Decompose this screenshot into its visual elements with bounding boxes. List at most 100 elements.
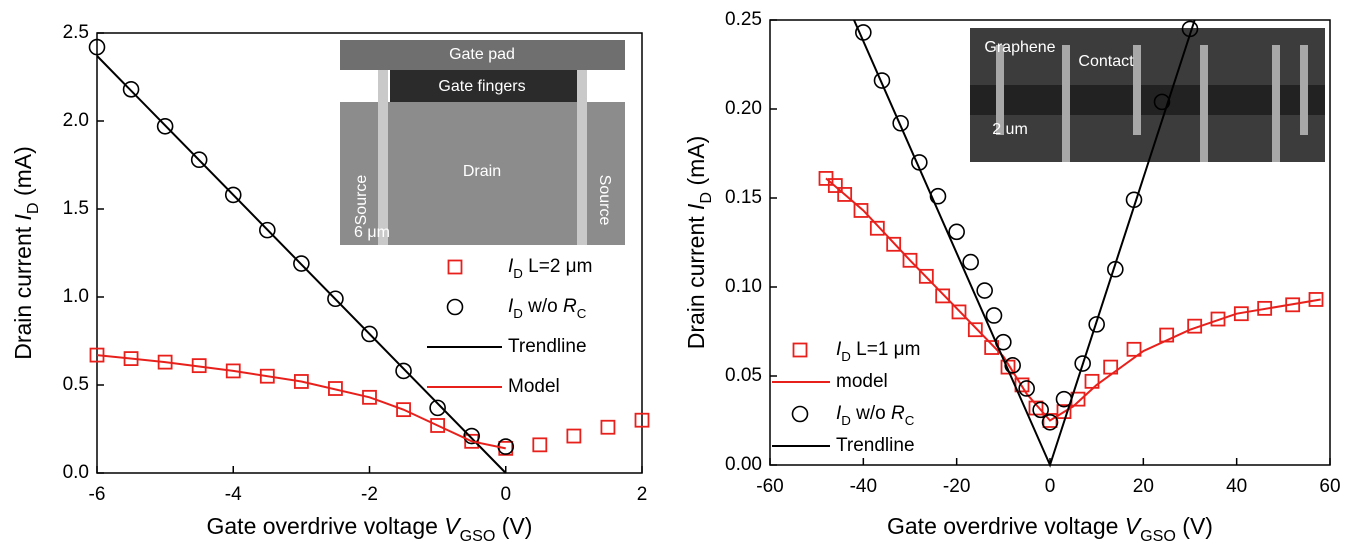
x-tick-label: -40 <box>850 476 877 497</box>
text-part: I <box>508 256 514 277</box>
square-marker <box>837 187 853 202</box>
inset-label: Source <box>596 175 613 226</box>
circle-marker <box>327 290 344 308</box>
x-tick-label: -60 <box>756 476 783 497</box>
x-tick-label: -2 <box>361 484 378 505</box>
square-marker <box>1159 327 1175 343</box>
legend-marker <box>447 259 463 275</box>
circle-marker <box>361 325 378 343</box>
circle-marker <box>259 221 276 239</box>
legend-label: ID L=2 μm <box>508 256 592 281</box>
square-marker <box>918 268 934 284</box>
text-part: GSO <box>460 527 496 545</box>
line-series <box>96 354 506 450</box>
inset-image <box>577 70 587 245</box>
x-tick-label: -4 <box>225 484 242 505</box>
line-series <box>853 19 1196 468</box>
y-tick-label: 0.20 <box>725 98 762 119</box>
y-tick-label: 0.15 <box>725 187 762 208</box>
text-part: R <box>891 403 905 424</box>
circle-marker <box>1032 401 1049 419</box>
inset-label: Graphene <box>984 39 1055 56</box>
circle-marker <box>1153 93 1171 111</box>
text-part: (V) <box>495 513 532 539</box>
legend-label: ID L=1 μm <box>836 339 920 364</box>
y-tick-label: 0.25 <box>725 9 762 30</box>
inset-label: 6 μm <box>354 224 390 241</box>
x-axis-label: Gate overdrive voltage VGSO (V) <box>207 513 533 545</box>
legend-label: model <box>836 371 888 392</box>
legend-label: Trendline <box>836 435 915 456</box>
text-part: D <box>841 349 851 364</box>
square-marker <box>566 428 582 444</box>
inset-label: Gate fingers <box>438 78 525 95</box>
square-marker <box>1028 400 1044 416</box>
line-series <box>96 55 507 474</box>
circle-marker <box>976 282 993 299</box>
y-axis-label: Drain current ID (mA) <box>10 146 42 360</box>
inset-image <box>340 40 625 70</box>
circle-marker <box>156 117 174 135</box>
text-part: model <box>836 371 888 392</box>
x-tick-label: -6 <box>89 484 106 505</box>
legend-marker <box>792 342 808 358</box>
circle-marker <box>293 255 310 272</box>
text-part: L=2 μm <box>523 256 593 277</box>
text-part: D <box>513 306 523 321</box>
text-part: Gate overdrive voltage <box>887 513 1125 539</box>
text-part: Drain current <box>10 220 36 359</box>
x-tick-label: 0 <box>1045 476 1056 497</box>
text-part: I <box>683 203 709 210</box>
text-part: D <box>513 266 523 281</box>
text-part: D <box>24 202 42 214</box>
y-axis-label: Drain current ID (mA) <box>683 136 715 350</box>
square-marker <box>869 220 885 236</box>
circle-marker <box>1018 380 1035 397</box>
circle-marker <box>948 223 965 241</box>
legend-marker <box>791 405 809 423</box>
circle-marker <box>962 253 979 271</box>
legend-label: ID w/o RC <box>836 403 915 428</box>
square-marker <box>886 236 902 252</box>
circle-marker <box>873 72 891 89</box>
text-part: Trendline <box>836 435 915 456</box>
square-marker <box>935 288 951 304</box>
square-marker <box>430 418 446 433</box>
y-tick-label: 0.00 <box>725 454 762 475</box>
y-tick-label: 2.5 <box>63 22 89 43</box>
inset-image <box>1272 45 1280 162</box>
square-marker <box>951 304 967 320</box>
square-marker <box>967 322 983 338</box>
text-part: (V) <box>1176 513 1213 539</box>
square-marker <box>902 252 918 268</box>
square-marker <box>1308 292 1324 307</box>
inset-label: Gate pad <box>449 46 515 63</box>
square-marker <box>827 178 843 193</box>
square-marker <box>600 419 616 435</box>
circle-marker <box>1088 316 1105 333</box>
text-part: Trendline <box>508 336 587 357</box>
inset-label: Contact <box>1078 53 1134 70</box>
text-part: (mA) <box>10 146 36 202</box>
legend-label: Model <box>508 376 560 397</box>
circle-marker <box>190 151 208 169</box>
square-marker <box>1126 341 1142 357</box>
text-part: D <box>841 413 851 428</box>
inset-image <box>390 70 580 102</box>
square-marker <box>853 203 869 218</box>
text-part: (mA) <box>683 136 709 192</box>
text-part: V <box>444 513 462 539</box>
inset-image <box>996 45 1004 135</box>
y-tick-label: 0.5 <box>63 374 89 395</box>
y-tick-label: 1.5 <box>63 198 89 219</box>
x-tick-label: 60 <box>1319 476 1340 497</box>
circle-marker <box>1074 355 1091 372</box>
inset-image <box>378 70 388 245</box>
inset-label: Drain <box>463 163 501 180</box>
x-tick-label: 20 <box>1133 476 1154 497</box>
circle-marker <box>1041 413 1059 431</box>
inset-image <box>970 85 1325 115</box>
y-tick-label: 0.0 <box>63 462 89 483</box>
circle-marker <box>122 81 140 98</box>
